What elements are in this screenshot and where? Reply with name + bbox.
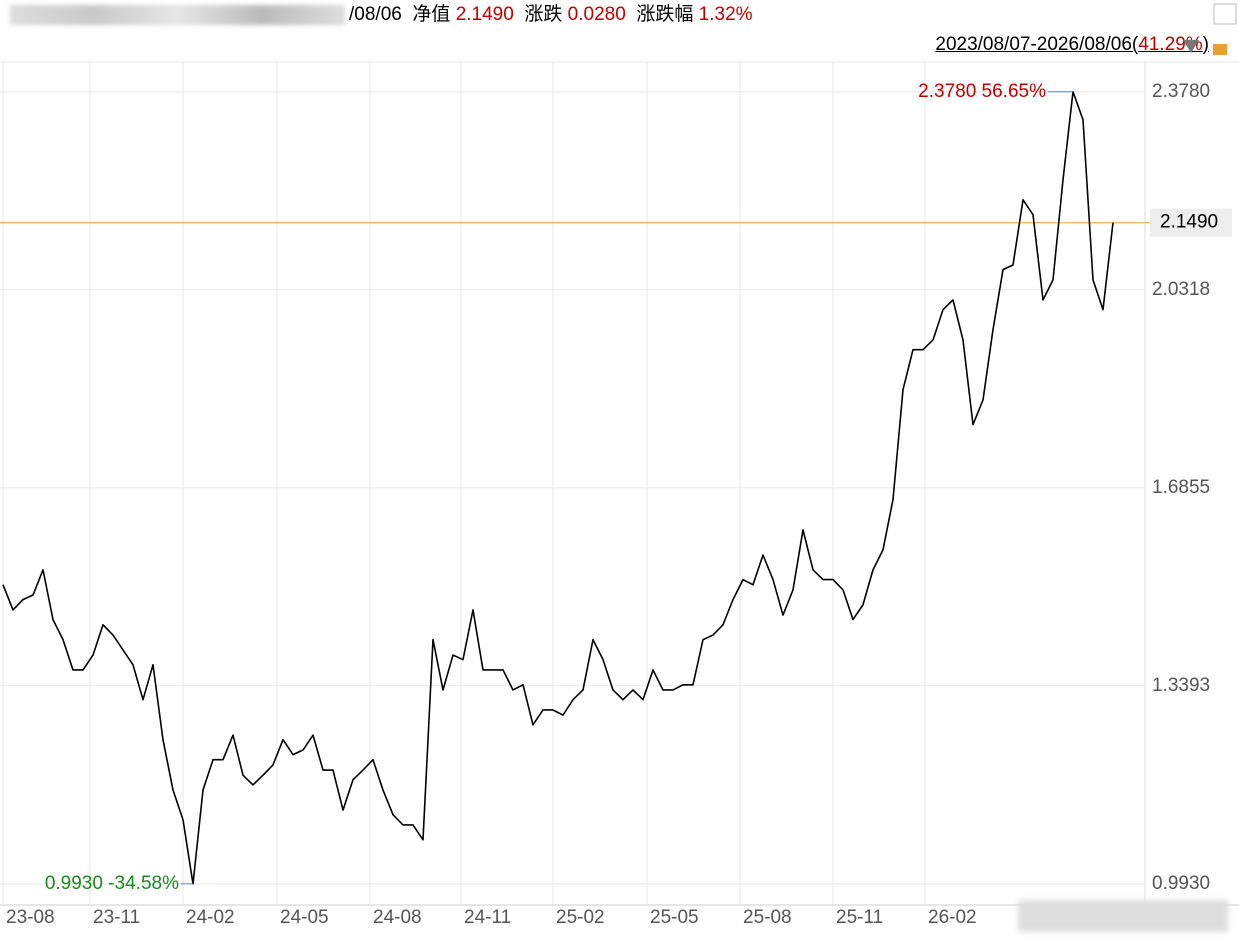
lock-icon[interactable] [1213, 44, 1227, 55]
x-tick-label: 24-08 [373, 907, 422, 928]
y-tick-label: 1.3393 [1152, 675, 1210, 696]
y-tick-label: 0.9930 [1152, 873, 1210, 894]
pct-label: 涨跌幅 [636, 4, 694, 25]
blurred-label [1018, 900, 1228, 932]
wp-icon[interactable] [1213, 3, 1237, 25]
change: 0.0280 [567, 4, 626, 25]
nav-label: 净值 [412, 4, 451, 25]
y-tick-label: 2.0318 [1152, 279, 1210, 300]
range-text: 2023/08/07-2026/08/06( [935, 34, 1139, 55]
y-tick-label: 1.6855 [1152, 477, 1210, 498]
range-close: ) [1202, 34, 1209, 55]
x-tick-label: 24-11 [464, 907, 511, 928]
x-tick-label: 24-05 [280, 907, 329, 928]
x-tick-label: 25-08 [743, 907, 792, 928]
header: /08/06 净值 2.1490 涨跌 0.0280 涨跌幅 1.32% [0, 0, 1239, 30]
range[interactable]: 2023/08/07-2026/08/06(41.29%) [935, 34, 1209, 56]
max-annotation: 2.3780 56.65% [918, 81, 1046, 102]
pct: 1.32% [698, 4, 753, 25]
change-label: 涨跌 [524, 4, 563, 25]
current-label: 2.1490 [1160, 212, 1218, 233]
x-tick-label: 26-02 [928, 907, 977, 928]
range-pct: 41.29% [1138, 34, 1203, 55]
blurred-name [10, 4, 345, 25]
date: /08/06 [349, 4, 402, 25]
x-tick-label: 25-11 [836, 907, 883, 928]
current-label-box [1150, 208, 1232, 237]
y-tick-label: 2.3780 [1152, 81, 1210, 102]
x-tick-label: 24-02 [186, 907, 235, 928]
x-tick-label: 23-11 [93, 907, 140, 928]
nav: 2.1490 [455, 4, 514, 25]
x-tick-label: 23-08 [6, 907, 55, 928]
min-annotation: 0.9930 -34.58% [45, 873, 179, 894]
x-tick-label: 25-05 [650, 907, 699, 928]
x-tick-label: 25-02 [556, 907, 605, 928]
nav-line [2, 90, 1114, 885]
dropdown-arrow[interactable] [1183, 40, 1199, 53]
